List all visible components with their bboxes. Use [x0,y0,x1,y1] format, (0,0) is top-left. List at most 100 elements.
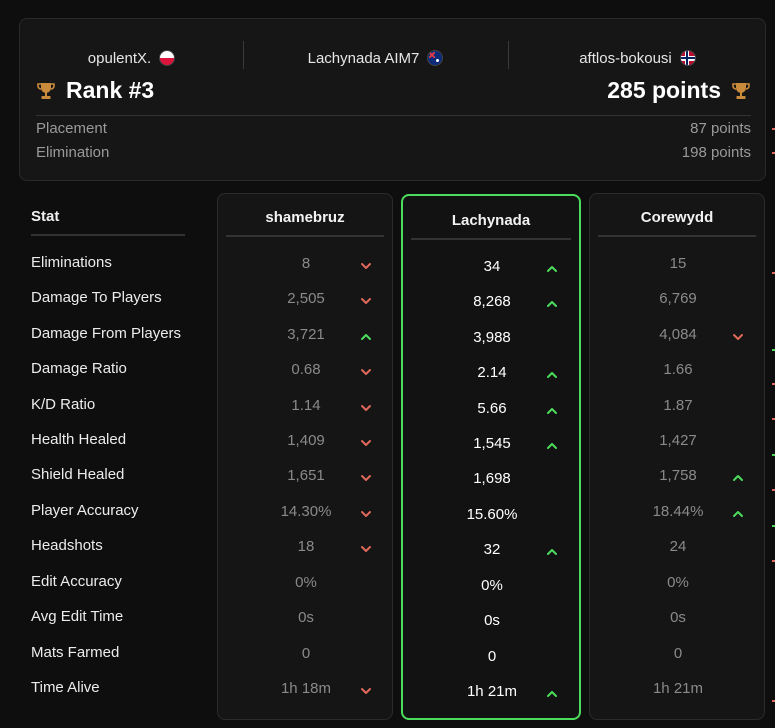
stat-value: 0% [481,577,503,594]
stat-label: Damage Ratio [31,360,127,377]
placement-label: Placement [36,120,107,137]
stat-value: 0 [301,645,311,662]
chevron-up-icon [547,691,557,697]
stat-value: 8 [301,255,311,272]
chevron-down-icon [361,263,371,269]
player-column-lachynada-highlighted: Lachynada 34 8,268 3,988 2.14 5.66 1,545 1,698… [401,194,581,720]
chevron-up-icon [547,372,557,378]
trophy-icon [732,82,750,99]
stat-value: 2.14 [477,364,507,381]
stat-value: 14.30% [280,503,332,520]
stat-value: 1,409 [287,432,325,449]
stat-value: 1,758 [659,467,697,484]
elimination-label: Elimination [36,144,110,161]
stat-value: 6,769 [659,290,697,307]
stat-label: Avg Edit Time [31,608,124,625]
stat-label: Edit Accuracy [31,573,122,590]
stat-value: 1,427 [659,432,697,449]
stat-label: K/D Ratio [31,396,96,413]
chevron-down-icon [361,511,371,517]
chevron-up-icon [733,475,743,481]
stat-label: Damage To Players [31,289,162,306]
divider [36,115,751,116]
stat-value: 3,988 [473,329,511,346]
stat-value: 34 [483,258,501,275]
chevron-up-icon [547,266,557,272]
chevron-down-icon [361,688,371,694]
player-column-shamebruz: shamebruz 8 2,505 3,721 0.68 1.14 1,409 1,651 1… [217,193,393,720]
stat-label: Health Healed [31,431,127,448]
player-2[interactable]: Lachynada AIM7 [243,41,508,75]
stat-header: Stat [31,208,60,225]
chevron-down-icon [361,405,371,411]
total-points: 285 points [607,77,751,104]
stat-value: 0s [670,609,686,626]
stat-value: 0 [487,648,497,665]
chevron-down-icon [361,369,371,375]
australia-flag-icon [427,50,444,66]
elimination-value: 198 points [681,144,751,161]
player-3[interactable]: aftlos-bokousi [508,41,767,75]
chevron-up-icon [547,549,557,555]
chevron-up-icon [547,408,557,414]
stat-value: 24 [669,538,687,555]
stat-value: 3,721 [287,326,325,343]
trophy-icon [37,82,55,99]
stat-value: 0% [295,574,317,591]
stat-value: 0 [673,645,683,662]
player-divider [243,41,244,69]
player-2-name: Lachynada AIM7 [307,49,420,67]
header-underline [411,238,571,240]
column-header: Lachynada [451,212,531,229]
stat-value: 1,651 [287,467,325,484]
match-summary-card: opulentX. Lachynada AIM7 aftlos-bokousi … [19,18,766,181]
stat-value: 1.14 [291,397,321,414]
stat-label: Eliminations [31,254,112,271]
stat-value: 0% [667,574,689,591]
chevron-up-icon [733,511,743,517]
stat-value: 1.87 [663,397,693,414]
player-divider [508,41,509,69]
placement-value: 87 points [690,120,751,137]
stat-value: 1h 21m [652,680,704,697]
player-3-name: aftlos-bokousi [579,49,672,67]
stat-label: Player Accuracy [31,502,139,519]
stat-value: 0s [298,609,314,626]
rank: Rank #3 [36,77,154,104]
stat-value: 0s [484,612,500,629]
total-points-label: 285 points [607,77,721,103]
rank-label: Rank #3 [66,77,155,103]
poland-flag-icon [159,50,176,66]
stat-value: 18 [297,538,315,555]
chevron-up-icon [361,334,371,340]
player-1[interactable]: opulentX. [20,41,243,75]
norway-flag-icon [679,50,696,66]
placement-row: Placement 87 points [36,120,751,142]
player-column-corewydd: Corewydd 15 6,769 4,084 1.66 1.87 1,427 1,758 1… [589,193,765,720]
chevron-up-icon [547,301,557,307]
stat-label: Damage From Players [31,325,182,342]
stat-value: 1h 21m [466,683,518,700]
header-underline [226,235,384,237]
stat-label: Mats Farmed [31,644,120,661]
chevron-down-icon [733,334,743,340]
stat-value: 15 [669,255,687,272]
stat-value: 5.66 [477,400,507,417]
players-row: opulentX. Lachynada AIM7 aftlos-bokousi [20,41,765,75]
chevron-down-icon [361,440,371,446]
stat-value: 1.66 [663,361,693,378]
stat-label: Shield Healed [31,466,125,483]
stat-value: 18.44% [652,503,704,520]
stat-value: 1,698 [473,470,511,487]
header-underline [31,234,185,236]
stat-value: 0.68 [291,361,321,378]
chevron-down-icon [361,298,371,304]
stat-value: 4,084 [659,326,697,343]
rank-row: Rank #3 285 points [36,77,751,109]
stat-label: Time Alive [31,679,100,696]
stat-value: 1h 18m [280,680,332,697]
header-underline [598,235,756,237]
chevron-down-icon [361,475,371,481]
stat-value: 8,268 [473,293,511,310]
edge-fragments [772,128,775,702]
